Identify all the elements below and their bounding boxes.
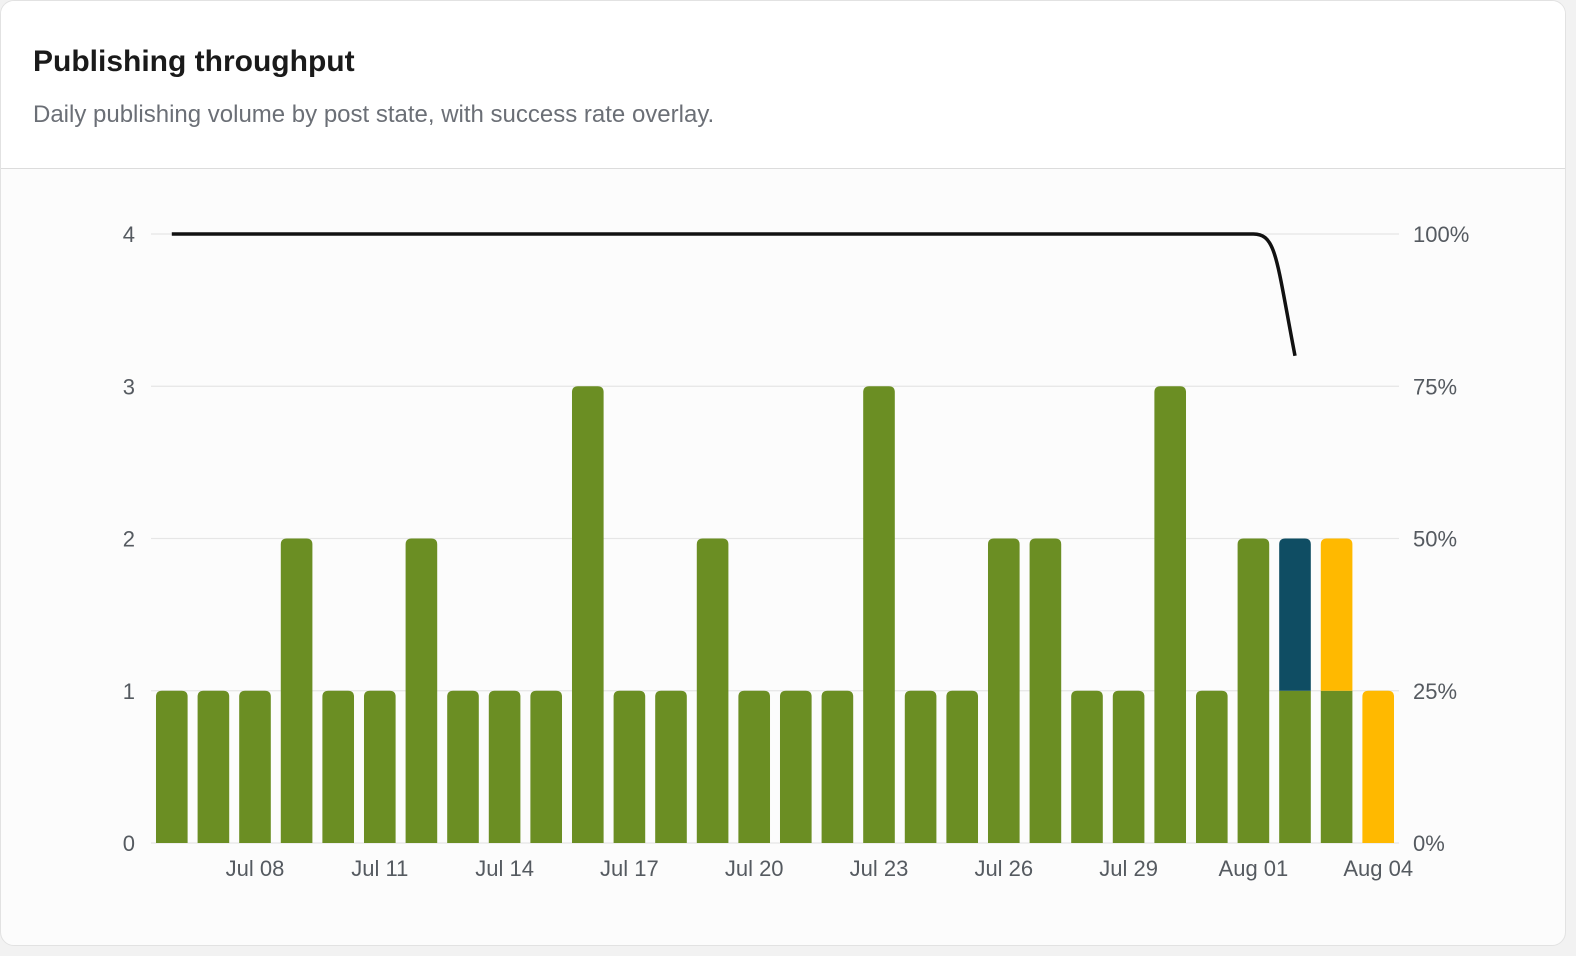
y-left-tick-label: 4: [123, 222, 135, 247]
bar-segment: [1237, 538, 1270, 843]
x-tick-label: Jul 20: [725, 856, 784, 881]
bar-segment: [530, 690, 563, 843]
bar-segment: [696, 538, 729, 843]
bar-segment: [904, 690, 937, 843]
x-tick-label: Jul 08: [226, 856, 285, 881]
x-tick-label: Jul 29: [1099, 856, 1158, 881]
y-left-tick-label: 1: [123, 679, 135, 704]
publishing-throughput-chart: 0 1 2 3 4 0% 25% 50% 75% 100% Jul 08 Jul 11 Jul 14 Ju…: [123, 222, 1470, 881]
x-tick-label: Aug 01: [1219, 856, 1289, 881]
bar-segment: [987, 538, 1020, 843]
bar-segment: [946, 690, 979, 843]
bar-segment: [197, 690, 230, 843]
card-header: Publishing throughput Daily publishing v…: [1, 1, 1565, 169]
bar-segment: [1320, 690, 1353, 843]
x-tick-label: Jul 17: [600, 856, 659, 881]
bar-segment: [1112, 690, 1145, 843]
x-tick-label: Jul 11: [351, 856, 408, 881]
card-subtitle: Daily publishing volume by post state, w…: [33, 101, 715, 128]
y-left-tick-label: 0: [123, 831, 135, 856]
bar-segment: [779, 690, 812, 843]
y-left-tick-label: 2: [123, 527, 135, 552]
y-right-tick-label: 25%: [1413, 679, 1457, 704]
bar-segment: [363, 690, 396, 843]
y-right-tick-label: 100%: [1413, 222, 1469, 247]
bar-segment: [1279, 690, 1311, 843]
x-tick-label: Jul 23: [850, 856, 909, 881]
bar-segment: [1029, 538, 1062, 843]
bar-segment: [1154, 386, 1187, 843]
x-tick-label: Jul 14: [475, 856, 534, 881]
y-left-tick-label: 3: [123, 374, 135, 399]
bar-segment: [821, 690, 854, 843]
bar-segment: [655, 690, 687, 843]
bar-segment: [1320, 538, 1353, 691]
bar-segment: [447, 690, 479, 843]
bar-segment: [155, 690, 188, 843]
bar-segment: [1362, 690, 1395, 843]
bar-segment: [239, 690, 271, 843]
bar-segment: [1279, 538, 1311, 691]
bar-segment: [863, 386, 895, 843]
bar-segment: [280, 538, 313, 843]
bar-segment: [1195, 690, 1228, 843]
x-tick-label: Jul 26: [974, 856, 1033, 881]
bar-segment: [571, 386, 604, 843]
bar-segment: [322, 690, 355, 843]
y-right-tick-label: 75%: [1413, 374, 1457, 399]
bar-segment: [405, 538, 438, 843]
y-right-tick-label: 50%: [1413, 527, 1457, 552]
bar-segment: [738, 690, 771, 843]
y-right-tick-label: 0%: [1413, 831, 1445, 856]
success-rate-line: [171, 232, 1297, 357]
bar-segment: [1071, 690, 1103, 843]
bar-segment: [613, 690, 646, 843]
card-title: Publishing throughput: [33, 45, 355, 78]
x-tick-label: Aug 04: [1343, 856, 1413, 881]
bar-segment: [488, 690, 521, 843]
